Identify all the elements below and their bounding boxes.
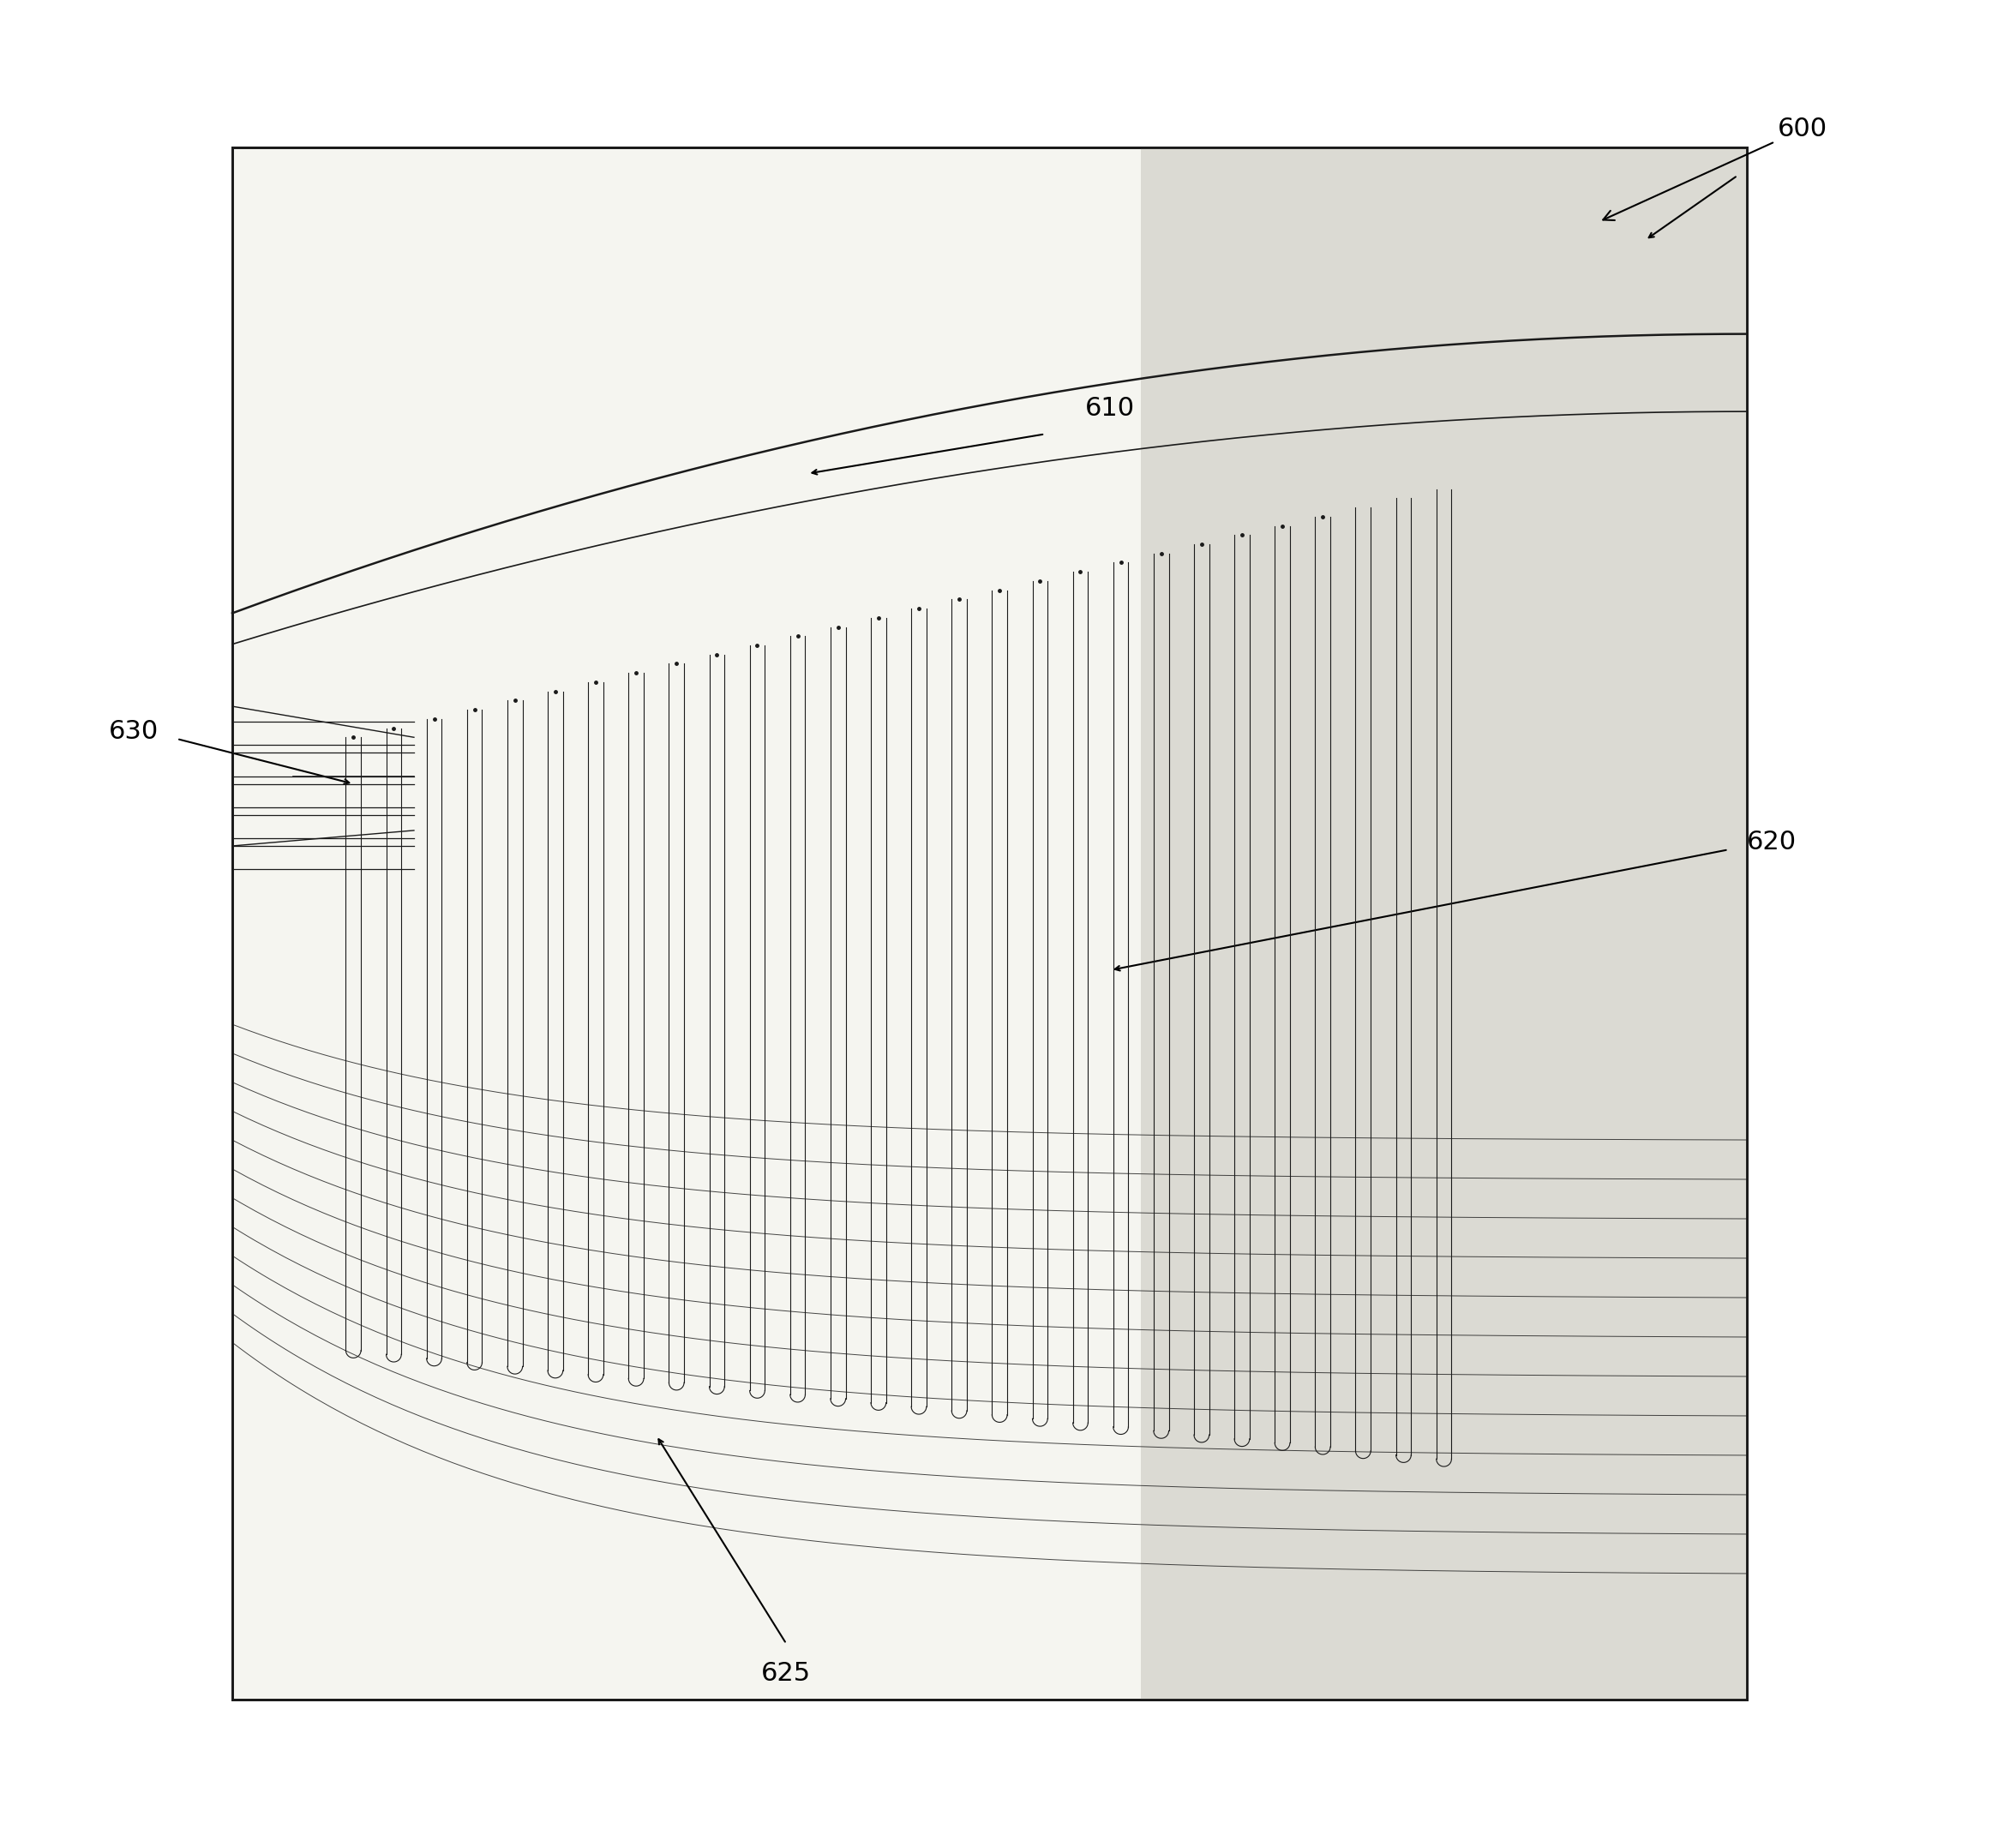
Text: 625: 625: [762, 1660, 810, 1686]
Bar: [232, 148, 1746, 1699]
Bar: [1141, 148, 1746, 1699]
Text: 610: 610: [1085, 395, 1135, 421]
Text: 600: 600: [1603, 116, 1826, 220]
Bar: [232, 148, 1746, 1699]
Text: 630: 630: [109, 718, 159, 744]
Text: 620: 620: [1746, 829, 1796, 855]
